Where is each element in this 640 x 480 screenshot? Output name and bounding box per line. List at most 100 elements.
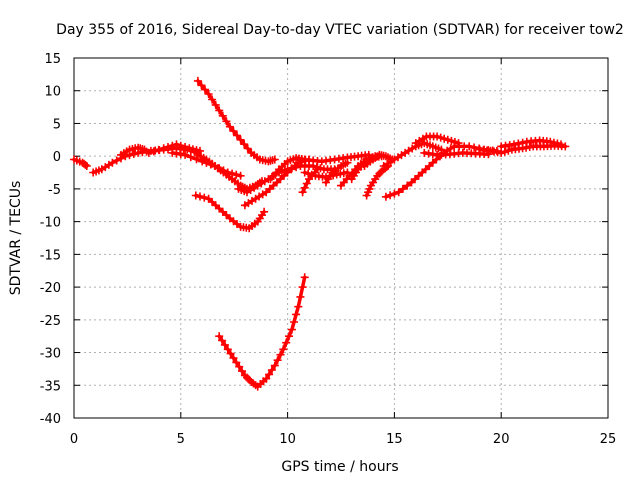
data-point-marker (265, 370, 274, 379)
data-point-marker (302, 179, 311, 188)
data-series-track-8 (191, 191, 269, 233)
y-tick-label: -35 (40, 379, 61, 394)
y-tick-label: -15 (40, 248, 61, 263)
data-point-marker (454, 139, 463, 148)
data-point-marker (292, 310, 301, 319)
data-point-marker (176, 141, 185, 150)
data-point-marker (196, 192, 204, 201)
data-series-track-22 (411, 132, 463, 148)
data-point-marker (285, 332, 293, 341)
data-point-marker (193, 76, 202, 85)
data-point-marker (168, 141, 177, 150)
data-point-marker (470, 143, 479, 152)
data-point-marker (267, 366, 276, 374)
data-point-marker (381, 192, 390, 201)
data-point-marker (546, 137, 555, 146)
data-point-marker (270, 361, 279, 370)
y-tick-label: 10 (44, 85, 61, 100)
data-point-marker (191, 191, 200, 200)
data-point-marker (443, 135, 452, 144)
data-point-marker (236, 135, 245, 144)
data-point-marker (440, 134, 449, 143)
data-point-marker (229, 354, 238, 362)
data-point-marker (504, 146, 513, 155)
y-tick-label: 0 (53, 150, 61, 165)
data-point-marker (279, 345, 288, 354)
data-point-marker (450, 138, 459, 146)
data-point-marker (390, 189, 399, 198)
data-point-marker (298, 283, 307, 292)
data-point-marker (172, 140, 181, 149)
data-point-marker (235, 362, 244, 371)
data-point-marker (232, 170, 241, 179)
data-point-marker (343, 158, 352, 167)
data-point-marker (313, 165, 322, 174)
data-point-marker (518, 138, 527, 147)
data-point-marker (108, 158, 117, 167)
data-point-marker (270, 155, 279, 164)
y-tick-label: 5 (53, 117, 61, 132)
axis-ticks: 0 5 10 15 20 25 15 10 5 0 -5 -10 -15 -20 -25 -30 -35 -40 (40, 52, 617, 447)
data-point-marker (557, 140, 565, 149)
data-point-marker (129, 150, 138, 158)
x-tick-label: 10 (279, 432, 296, 447)
data-point-marker (232, 358, 241, 367)
data-point-marker (200, 193, 209, 202)
data-point-marker (215, 106, 224, 115)
data-point-marker (236, 171, 245, 180)
data-series-track-25 (497, 136, 565, 151)
data-point-marker (226, 349, 235, 358)
x-tick-label: 5 (177, 432, 185, 447)
data-point-marker (276, 350, 285, 359)
data-point-marker (298, 188, 307, 197)
data-point-marker (192, 155, 201, 164)
data-series-track-3 (117, 143, 149, 159)
data-point-marker (300, 168, 309, 177)
data-point-marker (159, 144, 168, 153)
data-point-marker (218, 111, 227, 120)
data-track (217, 275, 307, 389)
data-point-marker (447, 136, 456, 145)
y-tick-label: -30 (40, 347, 61, 362)
y-tick-label: -25 (40, 314, 61, 329)
data-series-track-15 (322, 158, 352, 187)
data-point-marker (260, 207, 269, 216)
y-axis-label: SDTVAR / TECUs (8, 181, 24, 296)
data-point-marker (140, 145, 149, 154)
x-tick-label: 20 (493, 432, 510, 447)
data-point-marker (204, 90, 213, 98)
data-series-track-6 (193, 76, 279, 166)
data-point-marker (208, 95, 217, 104)
data-point-marker (403, 181, 412, 190)
data-point-marker (433, 132, 442, 141)
data-point-marker (211, 100, 220, 109)
data-track (194, 193, 266, 230)
data-point-marker (561, 142, 570, 151)
data-point-marker (222, 117, 231, 126)
data-point-marker (220, 340, 229, 349)
data-point-marker (273, 356, 282, 365)
data-point-marker (81, 160, 90, 169)
data-point-marker (394, 188, 403, 197)
data-series-track-18 (362, 162, 392, 200)
data-point-marker (238, 367, 246, 376)
data-point-marker (197, 81, 206, 90)
data-point-marker (262, 374, 271, 383)
data-point-marker (218, 336, 227, 345)
data-point-marker (282, 338, 291, 347)
y-tick-label: -40 (40, 412, 61, 427)
data-point-marker (188, 145, 197, 154)
data-series-track-4 (144, 140, 204, 157)
data-marks (70, 76, 570, 391)
data-point-marker (300, 183, 309, 192)
data-point-marker (144, 148, 153, 157)
data-point-marker (243, 144, 252, 153)
data-point-marker (290, 318, 298, 326)
y-tick-label: 15 (44, 52, 61, 67)
y-tick-label: -10 (40, 216, 61, 231)
y-tick-label: -5 (48, 183, 61, 198)
data-point-marker (300, 273, 309, 282)
data-point-marker (215, 332, 224, 341)
data-point-marker (436, 133, 445, 142)
